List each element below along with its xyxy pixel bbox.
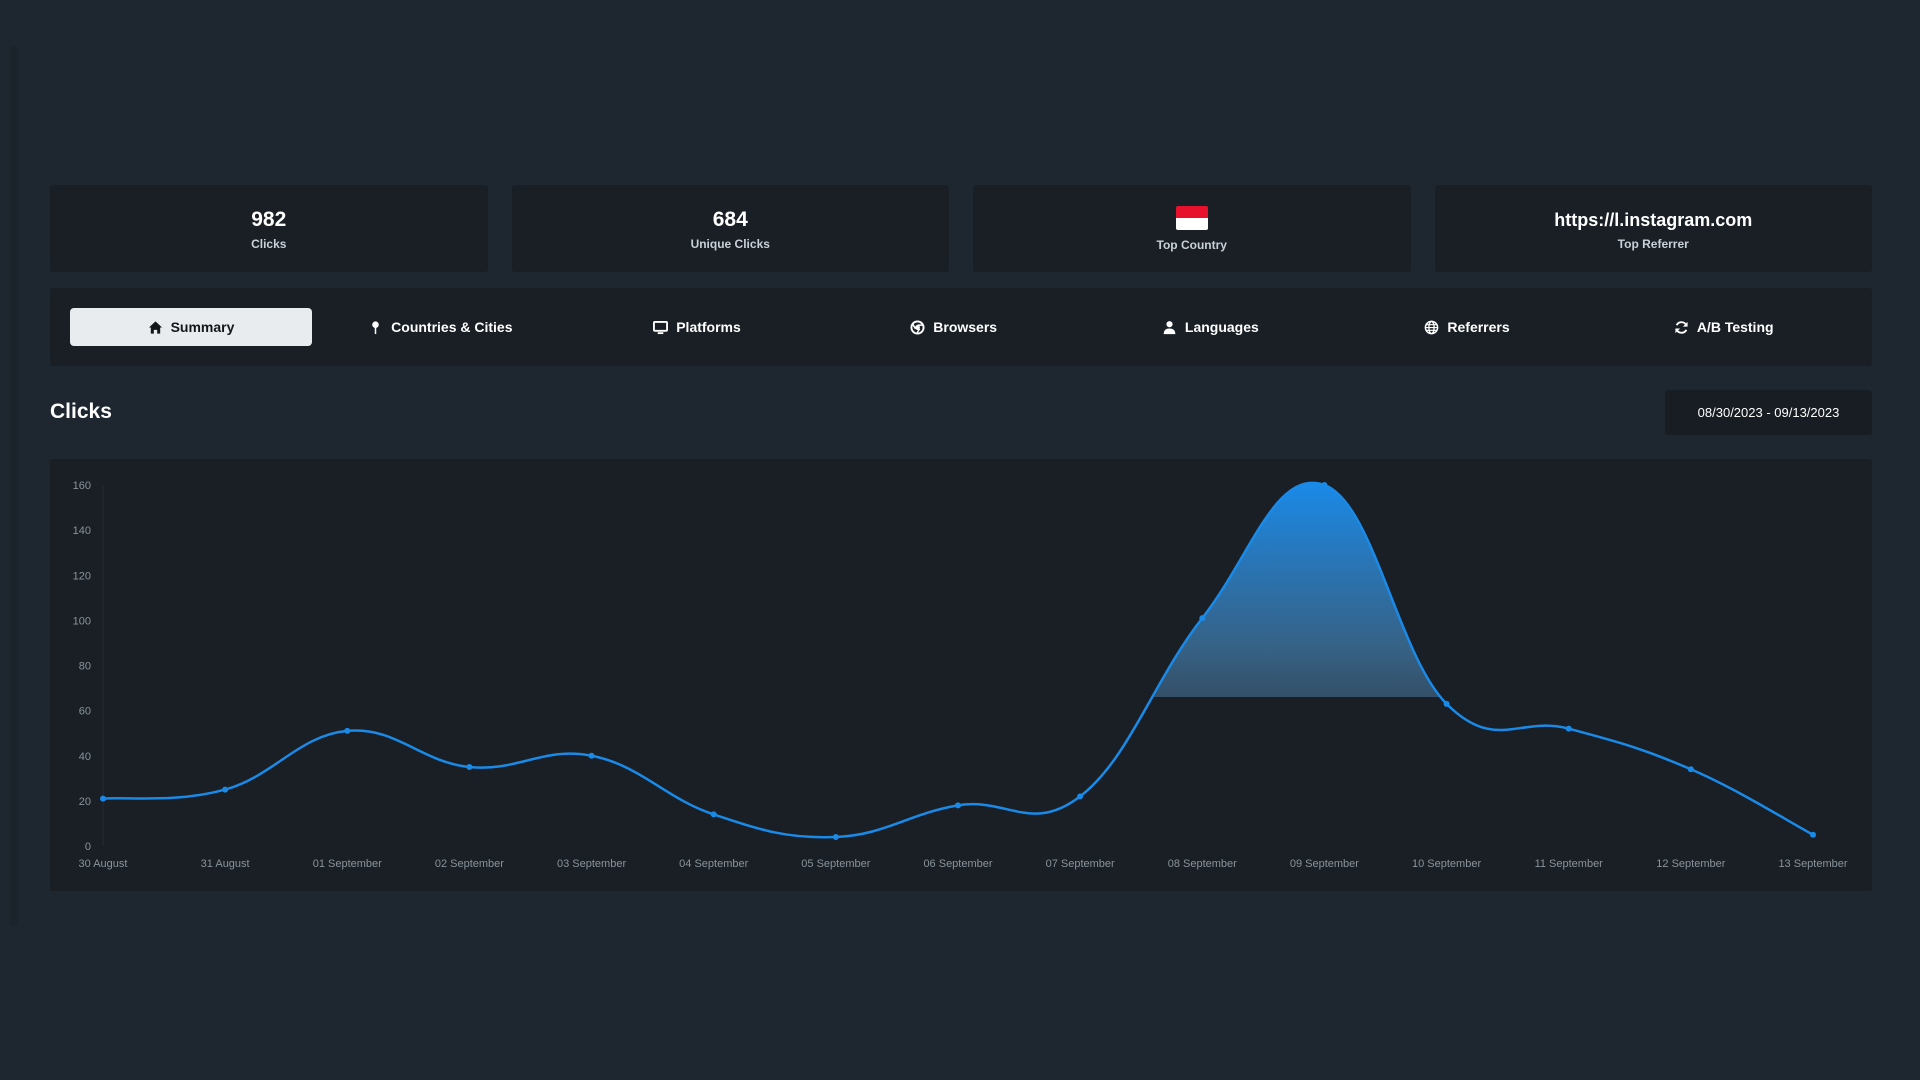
clicks-chart-panel: 0 20 40 60 80 100 120 140 160 30 August 31 August 0… <box>50 459 1872 891</box>
left-rail <box>10 46 18 926</box>
tab-referrers[interactable]: Referrers <box>1339 308 1596 346</box>
tab-languages[interactable]: Languages <box>1082 308 1339 346</box>
clicks-data-point <box>832 833 839 840</box>
x-tick-label: 11 September <box>1535 858 1604 870</box>
clicks-label: Clicks <box>251 236 287 251</box>
clicks-data-point <box>1199 615 1206 622</box>
clicks-data-point <box>100 795 106 802</box>
unique-clicks-value: 684 <box>712 207 748 231</box>
x-tick-label: 30 August <box>79 858 128 870</box>
y-tick-label: 100 <box>73 615 91 627</box>
tab-referrers-label: Referrers <box>1447 319 1510 335</box>
y-tick-label: 80 <box>79 661 91 673</box>
clicks-data-point <box>1565 725 1572 732</box>
x-tick-label: 10 September <box>1412 858 1481 870</box>
clicks-data-point <box>1687 766 1694 773</box>
x-tick-label: 06 September <box>923 858 992 870</box>
clicks-data-point <box>1810 831 1816 838</box>
top-referrer-value: https://l.instagram.com <box>1554 209 1753 230</box>
tab-ab-testing-label: A/B Testing <box>1696 319 1774 335</box>
tab-countries-cities[interactable]: Countries & Cities <box>312 308 569 346</box>
y-tick-label: 120 <box>73 570 91 582</box>
clicks-data-point <box>588 752 595 759</box>
unique-clicks-label: Unique Clicks <box>690 236 770 251</box>
clicks-series-line <box>102 481 1814 839</box>
tab-ab-testing[interactable]: A/B Testing <box>1595 308 1852 346</box>
home-icon <box>148 320 162 334</box>
top-country-card: Top Country <box>973 185 1411 272</box>
clicks-value: 982 <box>251 207 287 231</box>
clicks-data-point <box>344 727 351 734</box>
globe-icon <box>1425 320 1439 334</box>
tab-summary-label: Summary <box>170 319 235 335</box>
clicks-data-point <box>710 811 717 818</box>
tab-languages-label: Languages <box>1184 319 1259 335</box>
tab-browsers-label: Browsers <box>933 319 998 335</box>
unique-clicks-card: 684 Unique Clicks <box>511 185 949 272</box>
clicks-area-fill <box>1152 482 1441 697</box>
user-icon <box>1163 320 1176 334</box>
tab-platforms[interactable]: Platforms <box>569 308 826 346</box>
clicks-data-point <box>955 802 961 809</box>
stats-row: 982 Clicks 684 Unique Clicks Top Country… <box>50 185 1872 272</box>
refresh-icon <box>1675 320 1688 334</box>
tab-browsers[interactable]: Browsers <box>825 308 1082 346</box>
monitor-icon <box>653 320 669 334</box>
date-range-picker[interactable]: 08/30/2023 - 09/13/2023 <box>1665 390 1872 435</box>
x-tick-label: 03 September <box>557 858 626 870</box>
x-tick-label: 09 September <box>1290 858 1359 870</box>
x-tick-label: 02 September <box>435 858 504 870</box>
clicks-card: 982 Clicks <box>50 185 488 272</box>
clicks-data-point <box>466 764 473 771</box>
x-tick-label: 13 September <box>1778 858 1847 870</box>
top-referrer-label: Top Referrer <box>1617 236 1689 251</box>
x-tick-label: 12 September <box>1656 858 1725 870</box>
top-country-label: Top Country <box>1156 237 1227 252</box>
flag-red-white-icon <box>1175 205 1208 230</box>
y-tick-label: 20 <box>79 796 91 808</box>
x-tick-label: 04 September <box>679 858 748 870</box>
x-tick-label: 08 September <box>1168 858 1237 870</box>
top-referrer-card: https://l.instagram.com Top Referrer <box>1434 185 1872 272</box>
x-tick-label: 31 August <box>201 858 250 870</box>
clicks-data-point <box>222 786 229 793</box>
tab-summary[interactable]: Summary <box>70 308 312 346</box>
tab-platforms-label: Platforms <box>676 319 741 335</box>
tab-countries-cities-label: Countries & Cities <box>391 319 513 335</box>
chrome-icon <box>910 319 925 335</box>
y-tick-label: 40 <box>79 751 91 763</box>
clicks-data-point <box>1443 700 1450 707</box>
tab-bar: Summary Countries & Cities Platforms Bro… <box>50 288 1872 366</box>
y-tick-label: 160 <box>73 480 91 492</box>
x-tick-label: 07 September <box>1046 858 1115 870</box>
section-title: Clicks <box>50 400 112 423</box>
y-tick-label: 60 <box>79 706 91 718</box>
x-tick-label: 01 September <box>313 858 382 870</box>
clicks-data-point <box>1077 793 1084 800</box>
clicks-data-point <box>1321 482 1328 488</box>
x-tick-label: 05 September <box>801 858 870 870</box>
y-tick-label: 0 <box>85 841 91 853</box>
y-tick-label: 140 <box>73 525 91 537</box>
clicks-chart: 0 20 40 60 80 100 120 140 160 30 August 31 August 0… <box>73 480 1848 870</box>
map-pin-icon <box>372 320 379 334</box>
